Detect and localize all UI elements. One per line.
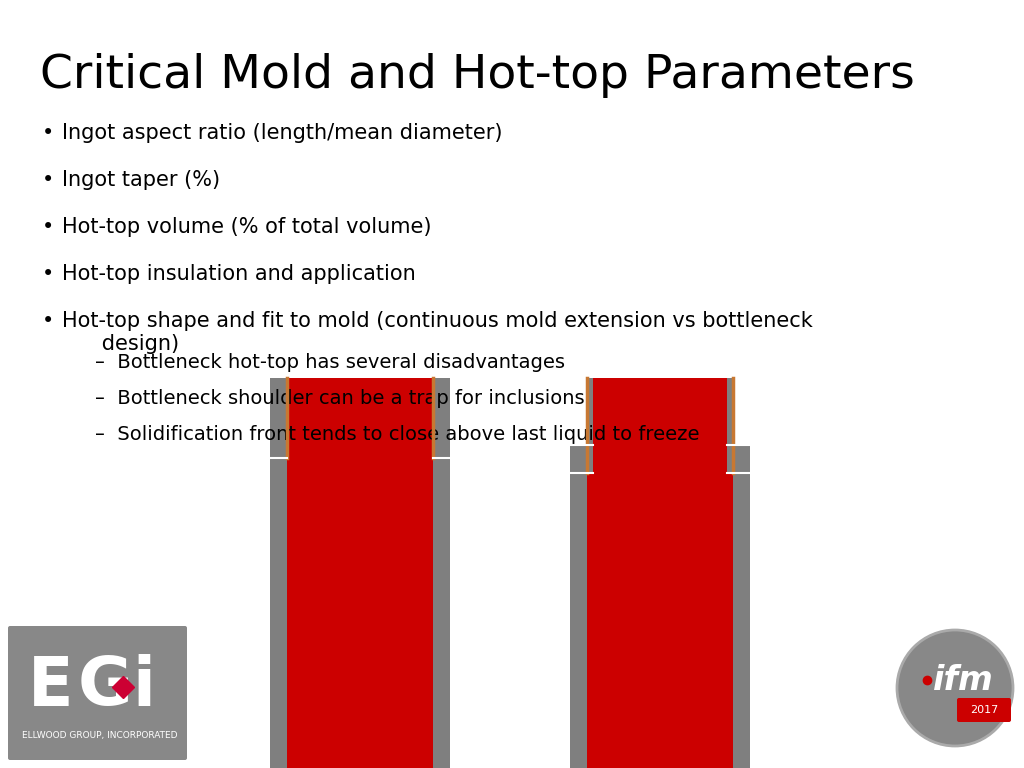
Text: Ingot aspect ratio (length/mean diameter): Ingot aspect ratio (length/mean diameter…: [62, 123, 503, 143]
FancyBboxPatch shape: [957, 698, 1011, 722]
Text: E: E: [28, 654, 74, 720]
Bar: [570, 473, 587, 768]
Circle shape: [897, 630, 1013, 746]
Text: –  Bottleneck shoulder can be a trap for inclusions: – Bottleneck shoulder can be a trap for …: [95, 389, 585, 408]
Bar: [270, 378, 287, 458]
Bar: [570, 445, 593, 473]
Text: •: •: [42, 311, 54, 331]
Text: ifm: ifm: [933, 664, 993, 697]
Text: Ingot taper (%): Ingot taper (%): [62, 170, 220, 190]
Text: 2017: 2017: [970, 705, 998, 715]
Bar: [270, 458, 287, 768]
Text: i: i: [132, 654, 155, 720]
Text: Hot-top volume (% of total volume): Hot-top volume (% of total volume): [62, 217, 431, 237]
Bar: [587, 378, 733, 473]
Text: •: •: [42, 264, 54, 284]
Bar: [733, 473, 750, 768]
Bar: [727, 378, 733, 473]
Text: •: •: [42, 123, 54, 143]
Bar: [587, 473, 733, 768]
Text: –  Bottleneck hot-top has several disadvantages: – Bottleneck hot-top has several disadva…: [95, 353, 565, 372]
Bar: [287, 378, 433, 458]
Text: Hot-top insulation and application: Hot-top insulation and application: [62, 264, 416, 284]
Text: •: •: [42, 170, 54, 190]
Bar: [287, 458, 433, 768]
Text: Hot-top shape and fit to mold (continuous mold extension vs bottleneck
      des: Hot-top shape and fit to mold (continuou…: [62, 311, 813, 354]
Text: ELLWOOD GROUP, INCORPORATED: ELLWOOD GROUP, INCORPORATED: [22, 731, 177, 740]
Bar: [587, 378, 593, 473]
Bar: [433, 458, 450, 768]
Bar: [433, 378, 450, 458]
FancyBboxPatch shape: [8, 626, 187, 760]
Text: •: •: [42, 217, 54, 237]
Text: –  Solidification front tends to close above last liquid to freeze: – Solidification front tends to close ab…: [95, 425, 699, 444]
Bar: [727, 445, 750, 473]
Text: G: G: [78, 654, 133, 720]
Text: Critical Mold and Hot-top Parameters: Critical Mold and Hot-top Parameters: [40, 53, 914, 98]
